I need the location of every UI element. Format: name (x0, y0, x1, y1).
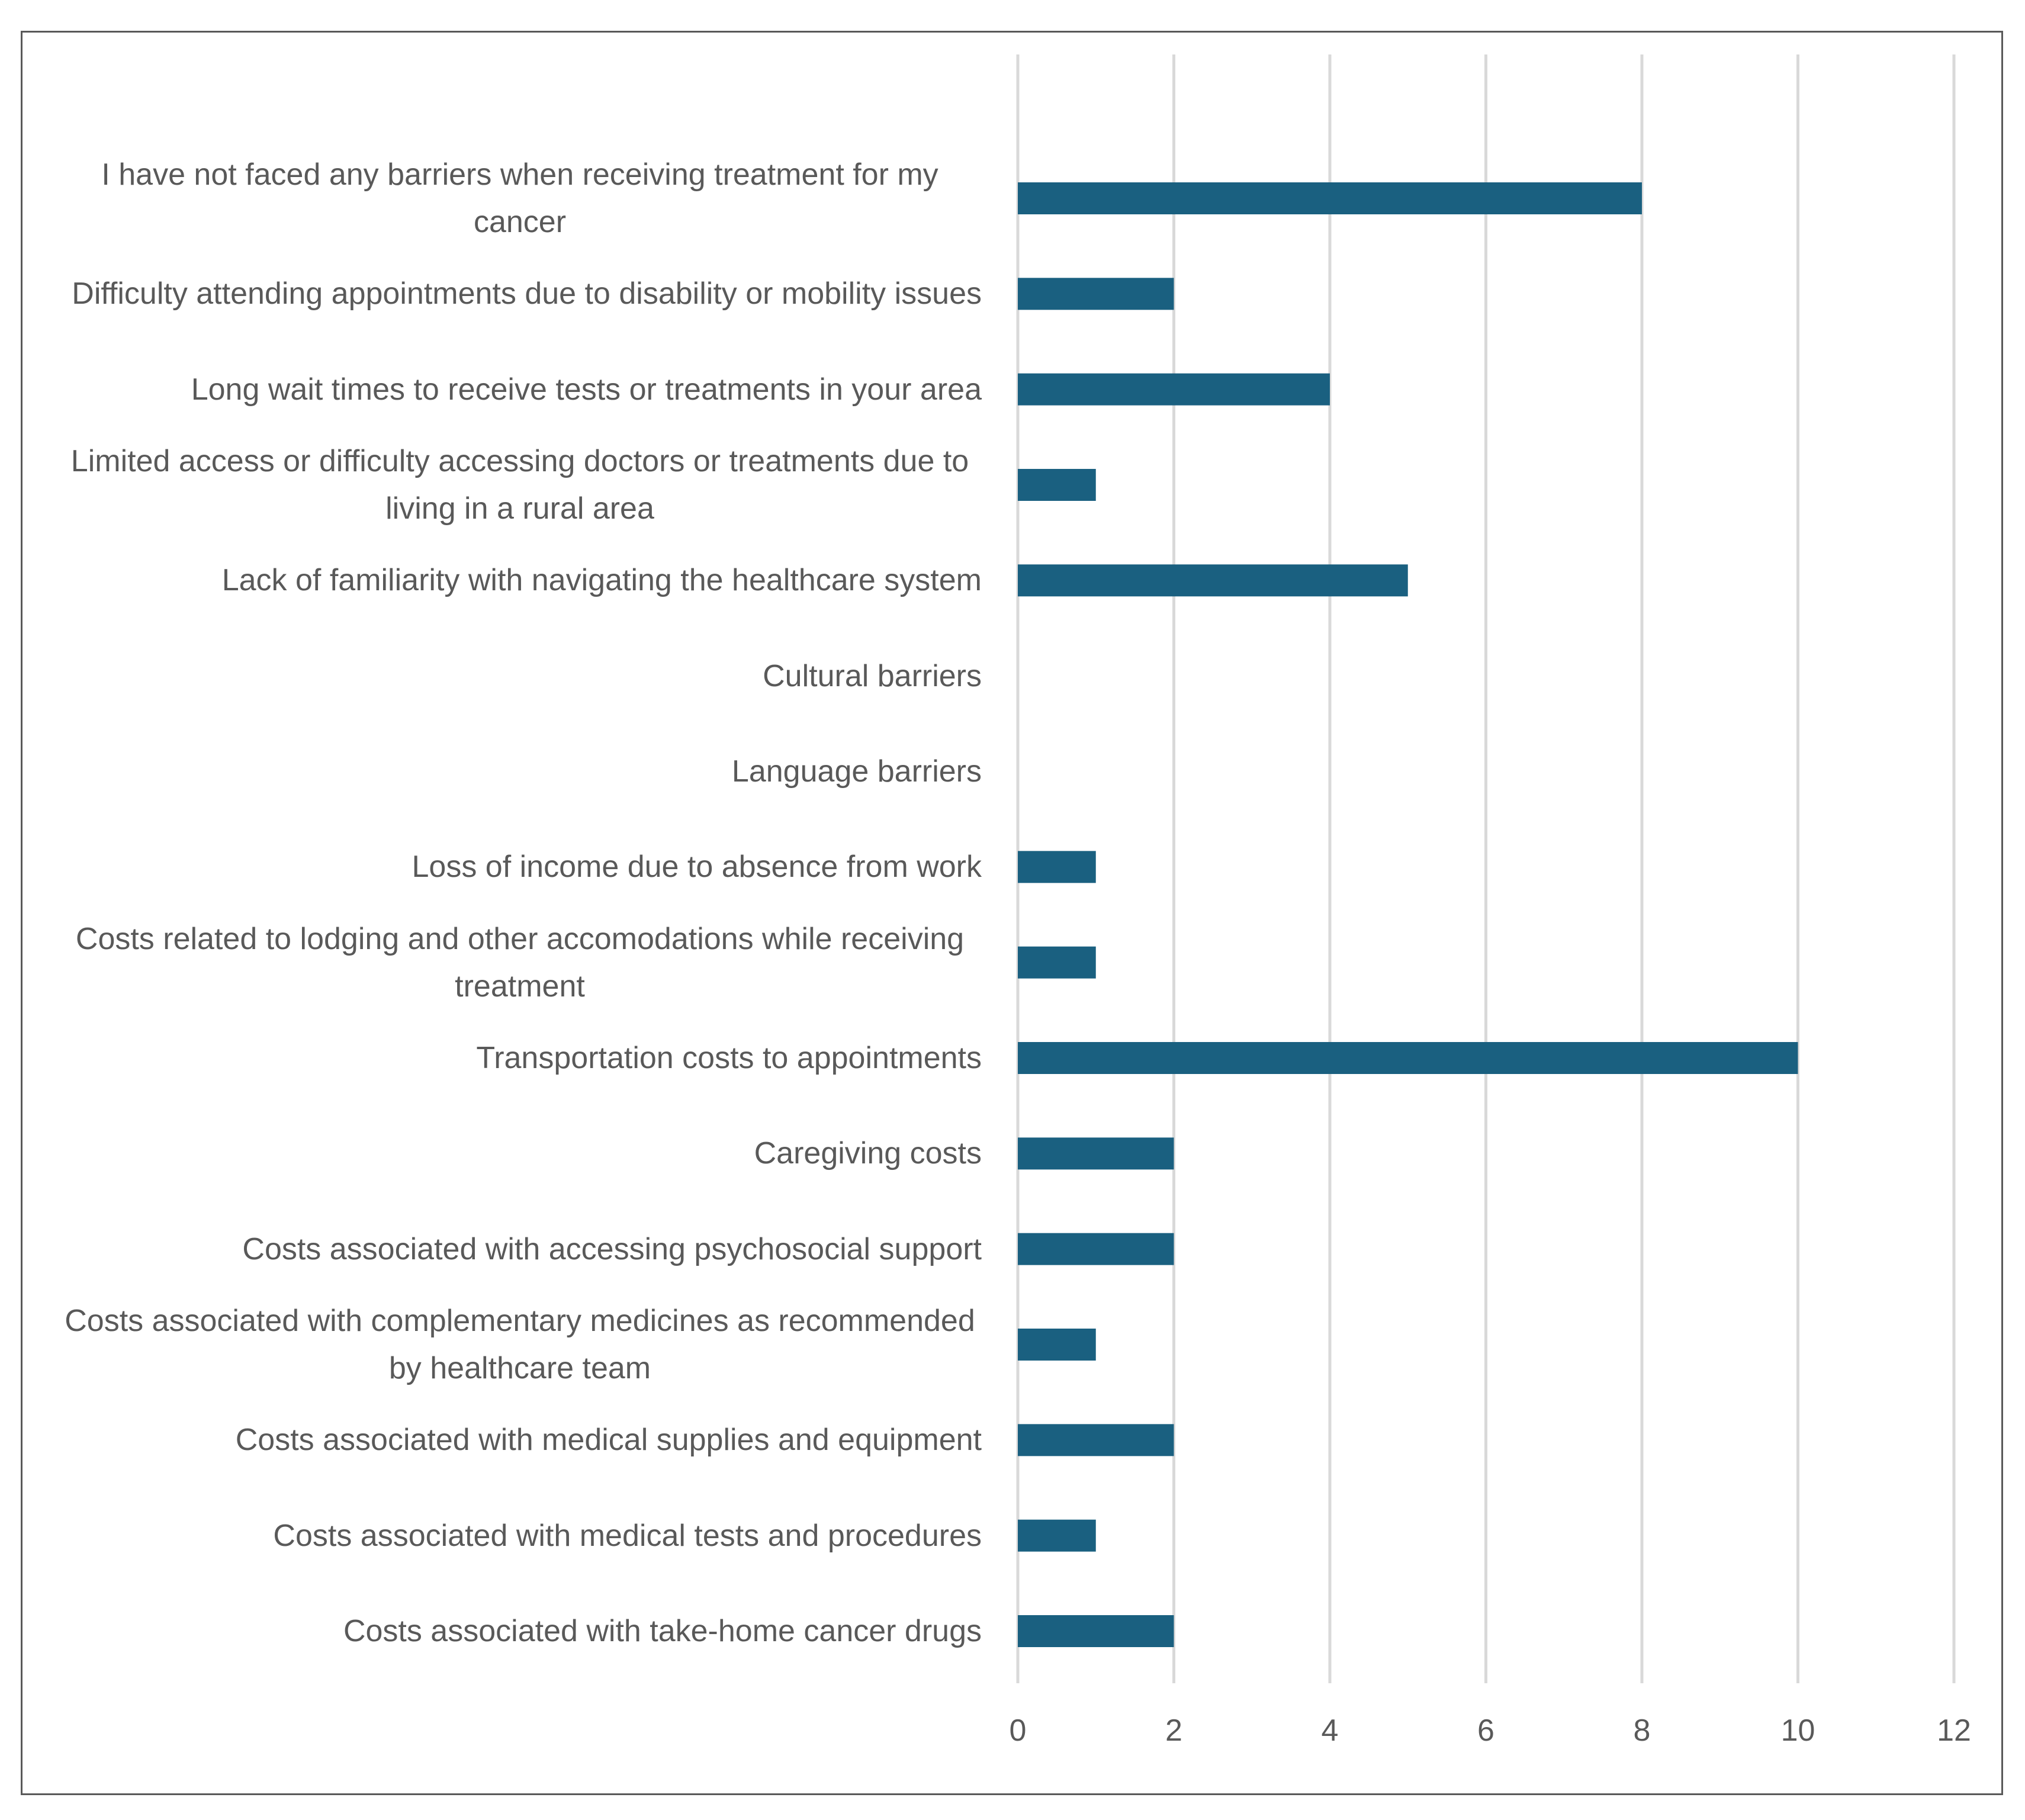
category-label: Costs associated with accessing psychoso… (34, 1202, 982, 1297)
bar (1018, 1233, 1174, 1265)
bar (1018, 1137, 1174, 1170)
bar (1018, 182, 1642, 214)
x-tick-label: 6 (1477, 1713, 1494, 1748)
bar (1018, 1329, 1096, 1361)
category-label-text: Caregiving costs (754, 1136, 982, 1171)
category-label: Costs associated with complementary medi… (34, 1297, 982, 1392)
category-label: Cultural barriers (34, 629, 982, 724)
category-label-text: Transportation costs to appointments (476, 1041, 982, 1075)
category-label-text: Limited access or difficulty accessing d… (70, 444, 969, 526)
category-label-text: Difficulty attending appointments due to… (72, 276, 982, 311)
category-label-text: I have not faced any barriers when recei… (101, 157, 938, 239)
x-tick-label: 4 (1322, 1713, 1339, 1748)
bar (1018, 1519, 1096, 1552)
category-label: Limited access or difficulty accessing d… (34, 438, 982, 532)
category-label: Costs related to lodging and other accom… (34, 915, 982, 1010)
category-label-text: Costs related to lodging and other accom… (75, 921, 965, 1004)
x-tick-label: 12 (1937, 1713, 1971, 1748)
x-tick-label: 10 (1781, 1713, 1815, 1748)
category-label-text: Costs associated with accessing psychoso… (242, 1231, 982, 1266)
category-label: Transportation costs to appointments (34, 1011, 982, 1105)
category-label: Long wait times to receive tests or trea… (34, 342, 982, 437)
category-label-text: Lack of familiarity with navigating the … (221, 563, 982, 598)
category-label: Difficulty attending appointments due to… (34, 246, 982, 341)
bar (1018, 946, 1096, 979)
bar (1018, 1615, 1174, 1647)
category-label-text: Costs associated with medical tests and … (273, 1518, 982, 1553)
category-label: I have not faced any barriers when recei… (34, 151, 982, 246)
category-label: Lack of familiarity with navigating the … (34, 533, 982, 628)
category-label-text: Costs associated with medical supplies a… (235, 1423, 982, 1458)
category-label-text: Cultural barriers (763, 658, 982, 693)
category-label-text: Costs associated with take-home cancer d… (343, 1614, 982, 1648)
x-tick-label: 0 (1010, 1713, 1027, 1748)
category-label: Costs associated with medical supplies a… (34, 1393, 982, 1487)
bar (1018, 469, 1096, 501)
bar (1018, 1424, 1174, 1456)
category-label-text: Long wait times to receive tests or trea… (191, 372, 982, 407)
category-label-text: Language barriers (731, 754, 982, 789)
category-label: Language barriers (34, 724, 982, 819)
x-tick-label: 8 (1634, 1713, 1651, 1748)
x-tick-label: 2 (1165, 1713, 1182, 1748)
bar (1018, 851, 1096, 883)
category-label-text: Loss of income due to absence from work (412, 850, 982, 885)
category-label: Costs associated with take-home cancer d… (34, 1584, 982, 1678)
bar (1018, 564, 1408, 597)
bar (1018, 373, 1330, 406)
category-label: Loss of income due to absence from work (34, 819, 982, 914)
category-label: Caregiving costs (34, 1106, 982, 1201)
category-label-text: Costs associated with complementary medi… (65, 1304, 975, 1385)
bar (1018, 1042, 1798, 1074)
bar (1018, 278, 1174, 310)
chart-frame (21, 31, 2003, 1795)
category-label: Costs associated with medical tests and … (34, 1488, 982, 1583)
